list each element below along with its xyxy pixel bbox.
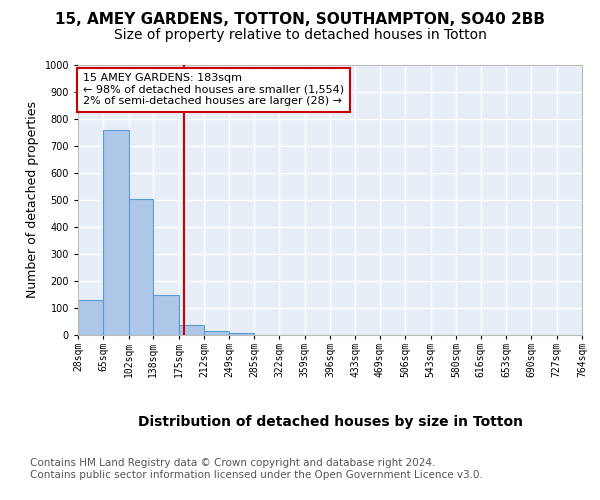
Text: 15 AMEY GARDENS: 183sqm
← 98% of detached houses are smaller (1,554)
2% of semi-: 15 AMEY GARDENS: 183sqm ← 98% of detache… xyxy=(83,73,344,106)
Bar xyxy=(179,325,204,335)
Text: Size of property relative to detached houses in Totton: Size of property relative to detached ho… xyxy=(113,28,487,42)
Y-axis label: Number of detached properties: Number of detached properties xyxy=(26,102,39,298)
Text: Contains HM Land Registry data © Crown copyright and database right 2024.
Contai: Contains HM Land Registry data © Crown c… xyxy=(30,458,483,480)
Text: Distribution of detached houses by size in Totton: Distribution of detached houses by size … xyxy=(137,415,523,429)
Bar xyxy=(103,130,128,335)
Bar xyxy=(128,198,154,335)
Text: 15, AMEY GARDENS, TOTTON, SOUTHAMPTON, SO40 2BB: 15, AMEY GARDENS, TOTTON, SOUTHAMPTON, S… xyxy=(55,12,545,28)
Bar xyxy=(204,331,229,335)
Bar xyxy=(154,294,179,335)
Bar xyxy=(78,300,103,335)
Bar xyxy=(229,333,254,335)
